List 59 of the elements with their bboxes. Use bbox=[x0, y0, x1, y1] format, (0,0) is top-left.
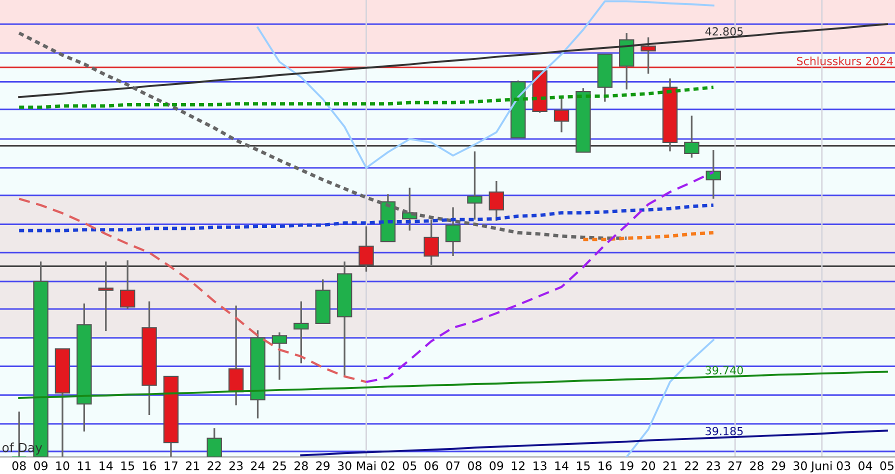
series-label: 39.740 bbox=[706, 366, 743, 374]
ref-line-label: Schlusskurs 2024 bbox=[797, 56, 893, 66]
x-tick-label: 04 bbox=[858, 461, 872, 470]
x-tick-label: 05 bbox=[880, 461, 894, 470]
x-tick-label: 14 bbox=[100, 461, 113, 470]
candlestick bbox=[706, 149, 722, 200]
x-tick-label: 19 bbox=[620, 461, 634, 470]
series-label: 42.805 bbox=[705, 27, 743, 36]
x-tick-label: Mai bbox=[357, 461, 376, 470]
candlestick bbox=[206, 427, 222, 457]
x-tick-label: 30 bbox=[338, 461, 352, 470]
x-tick-label: 29 bbox=[772, 461, 786, 470]
x-tick-label: 08 bbox=[12, 461, 26, 470]
x-tick-label: 22 bbox=[208, 461, 221, 470]
x-tick-label: 02 bbox=[381, 461, 394, 470]
x-tick-label: 16 bbox=[143, 461, 156, 470]
candlestick bbox=[294, 300, 309, 364]
candlestick bbox=[358, 226, 374, 273]
x-tick-label: 15 bbox=[577, 461, 590, 470]
x-tick-label: 28 bbox=[294, 461, 308, 470]
x-tick-label: 12 bbox=[512, 461, 524, 470]
x-tick-label: 03 bbox=[836, 461, 850, 470]
x-tick-label: 09 bbox=[34, 461, 48, 470]
x-tick-label: 24 bbox=[251, 461, 265, 470]
x-tick-label: Juni bbox=[810, 461, 832, 472]
x-tick-label: 20 bbox=[642, 461, 656, 470]
x-tick-label: 14 bbox=[555, 461, 568, 470]
x-tick-label: 29 bbox=[316, 461, 330, 470]
candlestick bbox=[488, 180, 504, 222]
x-tick-label: 11 bbox=[78, 461, 91, 470]
candlestick bbox=[467, 150, 482, 220]
candlestick bbox=[640, 36, 656, 75]
candlestick bbox=[272, 331, 288, 381]
annotation: of Day bbox=[2, 442, 42, 455]
x-tick-label: 23 bbox=[706, 461, 720, 470]
x-tick-label: 06 bbox=[424, 461, 438, 470]
x-tick-label: 28 bbox=[750, 461, 764, 470]
x-tick-label: 21 bbox=[186, 461, 200, 470]
x-tick-label: 22 bbox=[685, 461, 698, 470]
candlestick bbox=[684, 114, 700, 159]
series-label: 39.185 bbox=[706, 426, 743, 436]
candlestick bbox=[120, 259, 136, 310]
x-tick-label: 10 bbox=[56, 461, 70, 470]
x-tick-label: 17 bbox=[164, 461, 178, 470]
x-tick-label: 25 bbox=[272, 461, 286, 470]
x-tick-label: 21 bbox=[663, 461, 676, 470]
x-tick-label: 09 bbox=[490, 461, 504, 470]
x-tick-label: 13 bbox=[534, 461, 546, 470]
x-tick-label: 05 bbox=[402, 461, 416, 470]
candlestick bbox=[98, 260, 114, 332]
candlestick bbox=[554, 98, 570, 134]
x-tick-label: 23 bbox=[229, 461, 243, 470]
x-tick-label: 15 bbox=[121, 461, 134, 470]
x-tick-label: 27 bbox=[728, 461, 742, 470]
candlestick bbox=[228, 304, 244, 406]
x-tick-label: 07 bbox=[446, 461, 460, 470]
x-tick-label: 16 bbox=[598, 461, 612, 470]
x-tick-label: 08 bbox=[468, 461, 482, 470]
x-tick-label: 30 bbox=[794, 461, 807, 470]
